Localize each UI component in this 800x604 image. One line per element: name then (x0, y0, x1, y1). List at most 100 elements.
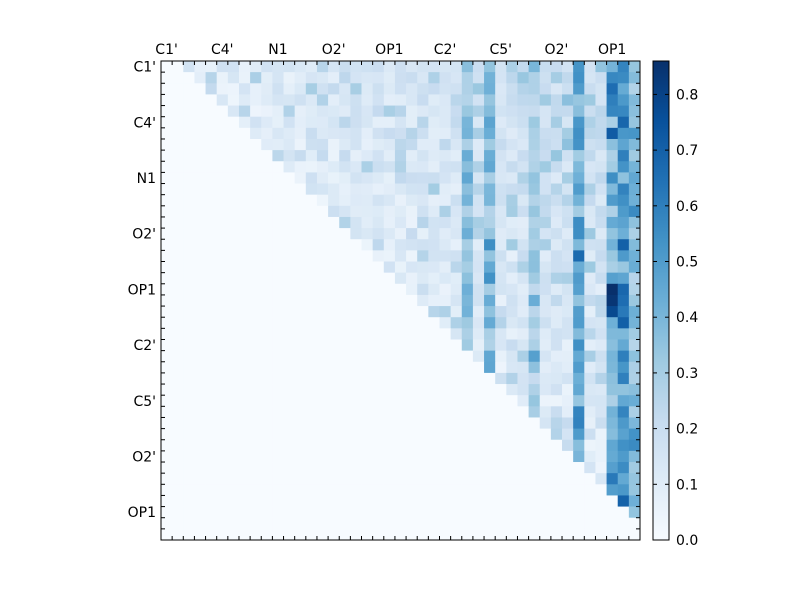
y-tick-label: C1' (133, 60, 156, 76)
heatmap-cell (283, 406, 296, 418)
heatmap-cell (461, 83, 474, 95)
heatmap-cell (539, 372, 552, 385)
heatmap-cell (472, 61, 485, 73)
heatmap-cell (595, 161, 607, 173)
heatmap-cell (506, 517, 518, 530)
heatmap-cell (305, 406, 318, 418)
heatmap-cell (595, 150, 607, 162)
heatmap-cell (161, 72, 173, 84)
heatmap-cell (562, 261, 574, 274)
heatmap-cell (472, 528, 485, 541)
heatmap-cell (439, 250, 452, 262)
heatmap-cell (161, 450, 173, 463)
heatmap-cell (283, 495, 296, 507)
heatmap-cell (283, 272, 296, 285)
heatmap-cell (584, 172, 596, 184)
heatmap-cell (450, 183, 463, 196)
heatmap-cell (383, 406, 396, 418)
heatmap-cell (350, 283, 362, 296)
heatmap-cell (406, 61, 418, 73)
heatmap-cell (406, 462, 418, 474)
heatmap-cell (628, 261, 641, 274)
heatmap-cell (484, 172, 496, 184)
heatmap-cell (227, 116, 240, 129)
heatmap-cell (272, 350, 284, 363)
heatmap-cell (428, 439, 440, 452)
heatmap-cell (372, 205, 385, 218)
heatmap-cell (617, 250, 630, 262)
x-tick-label: N1 (268, 42, 287, 58)
heatmap-cell (283, 517, 296, 530)
heatmap-cell (339, 450, 351, 463)
heatmap-cell (539, 138, 552, 151)
heatmap-cell (406, 261, 418, 274)
heatmap-cell (573, 428, 585, 441)
heatmap-cell (350, 294, 362, 307)
heatmap-cell (528, 317, 541, 329)
heatmap-cell (606, 116, 619, 129)
heatmap-cell (283, 127, 296, 140)
heatmap-cell (328, 339, 340, 352)
heatmap-cell (439, 428, 452, 441)
heatmap-cell (528, 406, 541, 418)
heatmap-cell (573, 138, 585, 151)
heatmap-cell (428, 484, 440, 496)
heatmap-cell (406, 138, 418, 151)
heatmap-cell (183, 372, 195, 385)
heatmap-cell (205, 61, 218, 73)
heatmap-cell (550, 384, 563, 396)
heatmap-cell (350, 306, 362, 318)
heatmap-cell (250, 228, 262, 240)
heatmap-cell (205, 473, 218, 485)
heatmap-cell (283, 216, 296, 229)
heatmap-cell (261, 294, 273, 307)
heatmap-cell (573, 239, 585, 251)
heatmap-cell (439, 395, 452, 407)
heatmap-cell (161, 250, 173, 262)
heatmap-cell (183, 72, 195, 84)
heatmap-cell (394, 61, 407, 73)
heatmap-cell (595, 484, 607, 496)
heatmap-cell (328, 306, 340, 318)
heatmap-cell (350, 205, 362, 218)
heatmap-cell (372, 350, 385, 363)
heatmap-cell (205, 428, 218, 441)
heatmap-cell (294, 250, 307, 262)
heatmap-cell (272, 150, 284, 162)
heatmap-cell (484, 306, 496, 318)
heatmap-cell (562, 127, 574, 140)
heatmap-cell (250, 172, 262, 184)
heatmap-cell (450, 328, 463, 340)
heatmap-cell (584, 205, 596, 218)
heatmap-cell (316, 83, 329, 95)
heatmap-cell (194, 517, 206, 530)
heatmap-cell (495, 473, 507, 485)
heatmap-cell (172, 83, 184, 95)
heatmap-cell (205, 283, 218, 296)
heatmap-cell (562, 484, 574, 496)
heatmap-cell (461, 127, 474, 140)
heatmap-cell (383, 83, 396, 95)
heatmap-cell (383, 462, 396, 474)
heatmap-cell (305, 272, 318, 285)
heatmap-cell (472, 339, 485, 352)
heatmap-cell (172, 94, 184, 106)
heatmap-cell (417, 228, 429, 240)
heatmap-cell (617, 495, 630, 507)
heatmap-cell (506, 395, 518, 407)
heatmap-cell (628, 473, 641, 485)
heatmap-cell (550, 172, 563, 184)
heatmap-cell (194, 94, 206, 106)
heatmap-cell (562, 228, 574, 240)
heatmap-cell (539, 116, 552, 129)
heatmap-cell (628, 61, 641, 73)
heatmap-cell (328, 72, 340, 84)
heatmap-cell (261, 272, 273, 285)
heatmap-cell (484, 484, 496, 496)
heatmap-cell (595, 205, 607, 218)
heatmap-cell (428, 395, 440, 407)
heatmap-cell (472, 261, 485, 274)
heatmap-cell (573, 116, 585, 129)
heatmap-cell (617, 506, 630, 519)
heatmap-cell (472, 506, 485, 519)
